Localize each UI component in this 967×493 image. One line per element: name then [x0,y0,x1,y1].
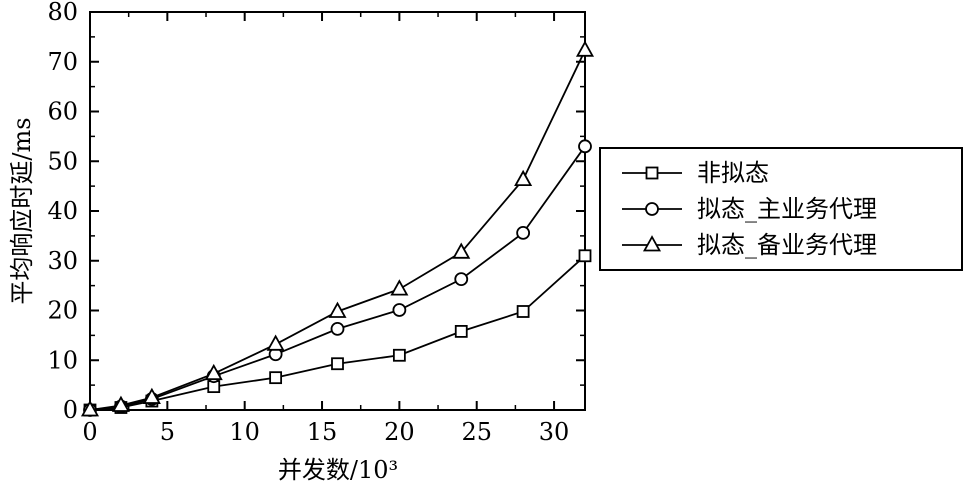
legend-circle-marker [645,202,659,216]
circle-marker [516,225,531,240]
legend-triangle-marker [642,235,662,252]
legend-label: 非拟态 [697,159,769,187]
y-tick-label: 80 [47,0,78,26]
plot-frame [89,11,586,411]
series-line [89,145,586,411]
circle-marker [330,322,345,336]
series-2 [83,139,592,417]
y-tick-label: 70 [47,48,78,76]
x-tick-label: 10 [229,418,260,446]
series-line [89,255,586,411]
x-tick-label: 25 [461,418,492,446]
triangle-marker [142,387,161,404]
y-tick-label: 0 [63,396,78,424]
y-tick-label: 50 [47,147,78,175]
y-tick-label: 60 [47,98,78,126]
square-marker [454,324,468,338]
triangle-marker [514,169,533,187]
triangle-marker [575,40,595,57]
circle-marker [578,139,592,154]
legend-entry: 拟态_主业务代理 [622,195,877,223]
triangle-marker [204,363,223,381]
triangle-marker [80,400,100,417]
triangle-marker [390,279,409,296]
series-layer [80,40,595,417]
x-tick-label: 15 [307,418,338,446]
axis-ticks: 0 5 10 15 20 25 30 0 10 20 30 40 50 60 70 80 [47,0,585,446]
series-line [89,49,586,411]
series-3 [80,40,595,417]
legend-label: 拟态_主业务代理 [697,195,877,223]
legend-square-marker [645,166,659,180]
x-tick-label: 30 [539,418,570,446]
square-marker [392,348,406,362]
x-tick-label: 0 [82,418,97,446]
y-axis-title: 平均响应时延/ms [8,117,36,304]
y-tick-label: 30 [47,247,78,275]
legend-label: 拟态_备业务代理 [697,231,877,259]
y-tick-label: 10 [47,346,78,374]
y-tick-label: 20 [47,297,78,325]
square-marker [269,371,283,385]
triangle-marker [266,334,285,351]
square-marker [578,249,592,263]
y-tick-label: 40 [47,197,78,225]
square-marker [331,357,344,371]
x-tick-label: 20 [384,418,415,446]
x-tick-label: 5 [160,418,175,446]
triangle-marker [452,242,471,259]
circle-marker [454,272,469,287]
x-axis-title: 并发数/10³ [278,456,398,484]
legend-entry: 拟态_备业务代理 [622,231,877,259]
square-marker [516,305,530,318]
legend-entry: 非拟态 [622,159,769,187]
circle-marker [392,303,407,317]
triangle-marker [111,395,130,412]
triangle-marker [328,301,347,318]
